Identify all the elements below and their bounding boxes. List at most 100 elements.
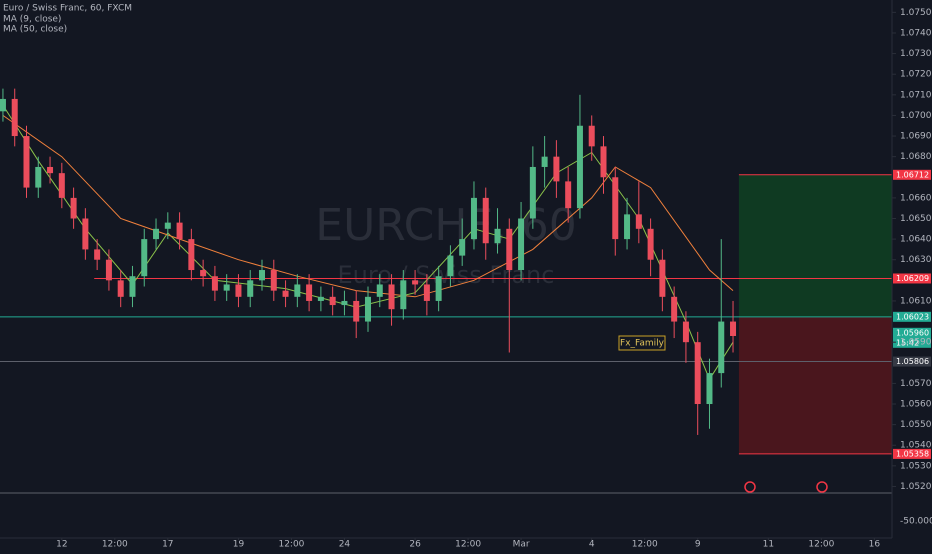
x-tick-label: 9 xyxy=(695,540,701,550)
candle-body xyxy=(282,290,289,297)
candle-body xyxy=(141,239,148,277)
price-line-label: 1.06209 xyxy=(896,274,929,283)
event-icon[interactable] xyxy=(744,481,756,493)
candle-body xyxy=(730,321,737,336)
candle-body xyxy=(0,98,6,112)
candle-body xyxy=(188,239,195,271)
candle-body xyxy=(435,276,442,301)
candle-body xyxy=(129,276,136,297)
chart-title: Euro / Swiss Franc, 60, FXCM xyxy=(3,4,132,14)
overlay-layer: 1.06712 1.05358 1.06209 1.06023 1.05806 1.059… xyxy=(618,169,931,459)
candle-body xyxy=(624,214,631,240)
y-tick-label: 1.06300 xyxy=(900,255,932,265)
candle-body xyxy=(541,156,548,167)
y-tick-label: 1.06900 xyxy=(900,132,932,142)
candle-body xyxy=(423,284,430,301)
candle-body xyxy=(58,173,65,198)
y-tick-label: 1.06500 xyxy=(900,214,932,224)
candle-body xyxy=(553,156,560,182)
candle-body xyxy=(576,125,583,209)
y-tick-label: 1.07100 xyxy=(900,90,932,100)
candle-body xyxy=(94,249,101,260)
legend-entry: MA (9, close) xyxy=(3,15,61,25)
candle-body xyxy=(565,181,572,209)
price-line-label: 1.05806 xyxy=(896,357,929,366)
candle-body xyxy=(376,284,383,297)
target-label: 1.06712 xyxy=(896,170,929,179)
y-tick-label: 1.06100 xyxy=(900,296,932,306)
y-tick-label: 1.05900 xyxy=(900,338,932,348)
y-tick-label: 1.07000 xyxy=(900,111,932,121)
candle-body xyxy=(447,255,454,277)
watermark: EURCHF, 60 Euro / Swiss Franc xyxy=(315,200,576,289)
countdown-label: 15:42 xyxy=(896,338,919,347)
candle-body xyxy=(164,222,171,229)
price-line-label: 1.06023 xyxy=(896,312,929,321)
x-tick-label: 24 xyxy=(339,540,351,550)
candle-body xyxy=(247,280,254,297)
candle-body xyxy=(494,228,501,244)
x-tick-label: 12:00 xyxy=(632,540,658,550)
candle-body xyxy=(400,280,407,310)
x-tick-label: 12:00 xyxy=(278,540,304,550)
y-tick-label: 1.07200 xyxy=(900,70,932,80)
candle-body xyxy=(235,284,242,297)
candle-body xyxy=(176,222,183,240)
candle-body xyxy=(70,197,77,219)
event-icon[interactable] xyxy=(816,481,828,493)
candle-body xyxy=(388,284,395,310)
y-tick-label: 1.05300 xyxy=(900,461,932,471)
author-label: Fx_Family xyxy=(620,339,665,349)
candle-body xyxy=(353,300,360,322)
y-tick-label: 1.05600 xyxy=(900,400,932,410)
profit-zone xyxy=(738,174,892,317)
loss-zone xyxy=(738,316,892,454)
y-tick-label: 1.06600 xyxy=(900,193,932,203)
candle-body xyxy=(82,218,89,250)
event-icons xyxy=(744,481,828,493)
candle-body xyxy=(706,373,713,405)
y-tick-label: 1.05700 xyxy=(900,379,932,389)
x-tick-label: 12:00 xyxy=(102,540,128,550)
target-label-bg xyxy=(893,169,931,180)
candle-body xyxy=(153,228,160,240)
x-tick-label: 16 xyxy=(869,540,881,550)
candle-body xyxy=(211,276,218,291)
overlay-scale-label: -50.00000 xyxy=(900,517,932,527)
y-tick-label: 1.05200 xyxy=(900,482,932,492)
candle-body xyxy=(635,214,642,229)
candle-body xyxy=(117,280,124,297)
y-tick-label: 1.05400 xyxy=(900,441,932,451)
candle-body xyxy=(270,270,277,291)
candle-body xyxy=(259,270,266,281)
candle-body xyxy=(341,300,348,306)
moving-average xyxy=(2,114,734,298)
price-line-label-bg xyxy=(893,311,931,322)
candle-body xyxy=(412,280,419,285)
x-tick-label: 17 xyxy=(162,540,173,550)
x-tick-label: 11 xyxy=(763,540,774,550)
price-line-label-bg xyxy=(893,273,931,284)
candle-body xyxy=(294,284,301,297)
candle-body xyxy=(35,166,42,188)
y-tick-label: 1.05500 xyxy=(900,420,932,430)
stop-label-bg xyxy=(893,448,931,459)
x-tick-label: 4 xyxy=(589,540,595,550)
x-tick-label: 26 xyxy=(409,540,421,550)
candle-body xyxy=(23,136,30,188)
y-tick-label: 1.06800 xyxy=(900,152,932,162)
price-line-label-bg xyxy=(893,356,931,367)
candle-body xyxy=(694,342,701,405)
candle-body xyxy=(105,259,112,281)
x-tick-label: 19 xyxy=(233,540,245,550)
candle-body xyxy=(329,296,336,306)
candle-body xyxy=(47,166,54,174)
candle-body xyxy=(600,146,607,178)
y-tick-label: 1.06400 xyxy=(900,235,932,245)
candle-body xyxy=(306,284,313,301)
y-tick-label: 1.07400 xyxy=(900,28,932,38)
candle-body xyxy=(317,296,324,301)
x-tick-label: Mar xyxy=(513,540,530,550)
